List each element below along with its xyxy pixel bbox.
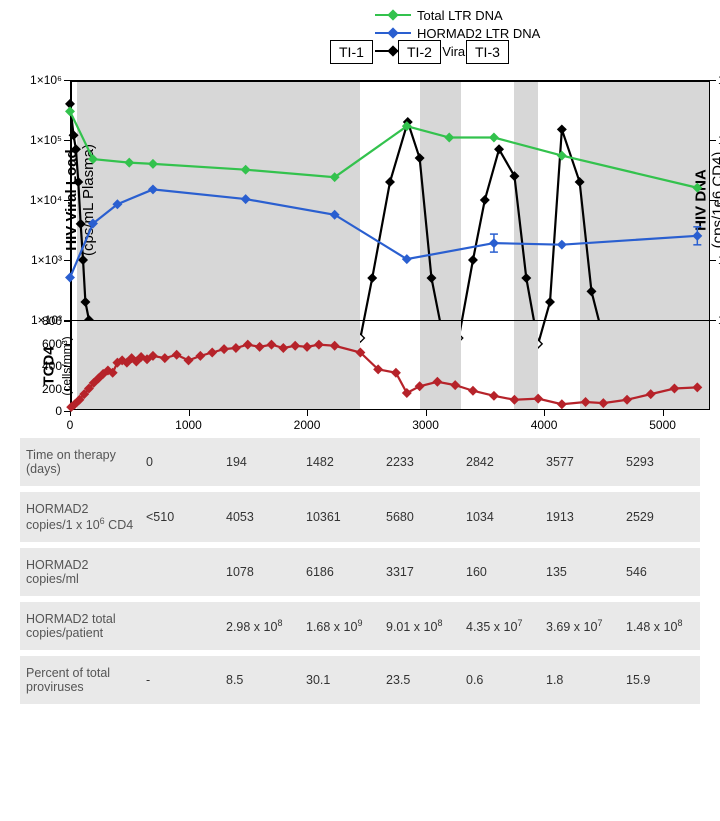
data-table: Time on therapy (days)019414822233284235… <box>20 438 700 704</box>
table-cell: - <box>140 656 220 704</box>
table-row: HORMAD2 total copies/patient2.98 x 1081.… <box>20 602 700 650</box>
ti-box: TI-3 <box>466 40 509 64</box>
table-cell: 10361 <box>300 492 380 542</box>
table-cell: 15.9 <box>620 656 700 704</box>
table-cell: 6186 <box>300 548 380 596</box>
table-cell: 546 <box>620 548 700 596</box>
table-row: HORMAD2 copies/1 x 106 CD4<5104053103615… <box>20 492 700 542</box>
table-cell: 3577 <box>540 438 620 486</box>
table-cell: 1482 <box>300 438 380 486</box>
row-label: HORMAD2 copies/1 x 106 CD4 <box>20 492 140 542</box>
row-label: Time on therapy (days) <box>20 438 140 486</box>
table-cell: 194 <box>220 438 300 486</box>
table-cell: 8.5 <box>220 656 300 704</box>
table-cell: 0 <box>140 438 220 486</box>
legend-swatch-green <box>375 14 411 16</box>
table-cell: 9.01 x 108 <box>380 602 460 650</box>
ti-box: TI-2 <box>398 40 441 64</box>
plot-svg <box>70 80 710 320</box>
table-cell: 3.69 x 107 <box>540 602 620 650</box>
table-cell: 3317 <box>380 548 460 596</box>
table-cell: 1.48 x 108 <box>620 602 700 650</box>
table-cell: 5680 <box>380 492 460 542</box>
table-cell: 0.6 <box>460 656 540 704</box>
row-label: Percent of total proviruses <box>20 656 140 704</box>
table-cell: <510 <box>140 492 220 542</box>
table-cell: 1.8 <box>540 656 620 704</box>
table-cell: 4053 <box>220 492 300 542</box>
table-cell: 2529 <box>620 492 700 542</box>
table-cell: 23.5 <box>380 656 460 704</box>
ti-box: TI-1 <box>330 40 373 64</box>
table-cell: 1.68 x 109 <box>300 602 380 650</box>
table-cell: 135 <box>540 548 620 596</box>
table-cell <box>140 548 220 596</box>
legend-swatch-blue <box>375 32 411 34</box>
row-label: HORMAD2 copies/ml <box>20 548 140 596</box>
table-cell: 5293 <box>620 438 700 486</box>
table-cell: 160 <box>460 548 540 596</box>
cd4-plot-svg <box>70 321 710 411</box>
table-row: Time on therapy (days)019414822233284235… <box>20 438 700 486</box>
legend-label: Total LTR DNA <box>417 8 503 23</box>
row-label: HORMAD2 total copies/patient <box>20 602 140 650</box>
table-row: Percent of total proviruses-8.530.123.50… <box>20 656 700 704</box>
table-cell <box>140 602 220 650</box>
table-row: HORMAD2 copies/ml 107861863317160135546 <box>20 548 700 596</box>
table-cell: 1078 <box>220 548 300 596</box>
table-cell: 30.1 <box>300 656 380 704</box>
table-cell: 2842 <box>460 438 540 486</box>
legend-label: HORMAD2 LTR DNA <box>417 26 540 41</box>
table-cell: 1913 <box>540 492 620 542</box>
table-cell: 2.98 x 108 <box>220 602 300 650</box>
legend-item: Total LTR DNA <box>375 6 540 24</box>
table-cell: 2233 <box>380 438 460 486</box>
main-chart: HIV Viral Load (cps/mL Plasma) HIV DNA (… <box>70 80 710 320</box>
table-cell: 4.35 x 107 <box>460 602 540 650</box>
table-cell: 1034 <box>460 492 540 542</box>
cd4-chart: TCD4 (cells/mm³) 0200400600800 010002000… <box>70 320 710 410</box>
